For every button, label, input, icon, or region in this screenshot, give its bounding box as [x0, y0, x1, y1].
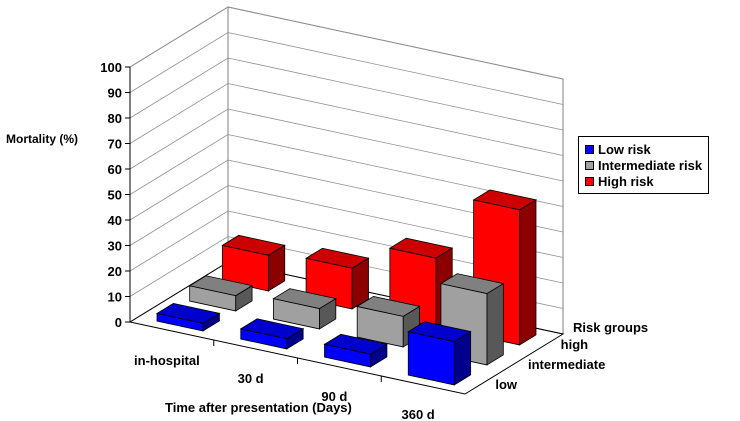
bar-top [305, 247, 370, 269]
legend-item: Intermediate risk [585, 157, 702, 173]
y-tick-label: 0 [115, 315, 122, 330]
gridline [129, 32, 564, 105]
depth-tick-label: intermediate [528, 357, 605, 372]
legend-swatch [585, 144, 594, 154]
x-axis-title: Time after presentation (Days) [165, 400, 352, 415]
legend-item: Low risk [585, 141, 702, 157]
x-tick-label: 30 d [238, 371, 264, 386]
y-tick-label: 100 [100, 60, 122, 75]
legend-label: High risk [598, 173, 654, 189]
bar-low-risk-0 [155, 302, 221, 332]
bar-low-risk-3 [407, 321, 472, 386]
bar-high-risk-0 [221, 234, 286, 292]
bar-top [272, 288, 337, 309]
y-tick-label: 30 [108, 239, 122, 254]
bar-top [188, 275, 254, 297]
legend-swatch [585, 160, 594, 170]
bar-top [388, 237, 454, 259]
bar-side [486, 282, 504, 366]
legend-swatch [585, 176, 594, 186]
gridline [129, 57, 564, 131]
y-tick-label: 40 [108, 213, 122, 228]
gridline [129, 6, 564, 80]
x-tick-label: 360 d [402, 407, 435, 421]
depth-axis-title: Risk groups [573, 320, 648, 335]
y-tick-label: 70 [108, 137, 122, 152]
bar-intermediate-risk-2 [356, 296, 421, 348]
bar-top [323, 333, 388, 355]
y-tick-label: 10 [108, 290, 122, 305]
bar-top [221, 234, 286, 256]
bar-top [439, 273, 505, 294]
legend-label: Intermediate risk [598, 157, 703, 173]
gridline [129, 83, 564, 156]
bar-top [239, 318, 305, 340]
y-tick-label: 20 [108, 264, 122, 279]
y-tick-label: 50 [108, 188, 122, 203]
bar-side [519, 199, 537, 346]
y-axis-title: Mortality (%) [6, 132, 78, 146]
y-tick-label: 80 [108, 111, 122, 126]
legend: Low risk Intermediate risk High risk [578, 136, 710, 194]
x-tick-label: 90 d [321, 389, 347, 404]
bar-intermediate-risk-1 [272, 288, 337, 330]
legend-label: Low risk [598, 141, 651, 157]
y-tick-label: 90 [108, 86, 122, 101]
depth-tick-label: high [561, 337, 588, 352]
depth-tick-label: low [495, 377, 518, 392]
gridline [129, 185, 564, 258]
bar-low-risk-1 [239, 318, 305, 350]
x-tick-label: in-hospital [134, 353, 200, 368]
legend-item: High risk [585, 173, 702, 189]
bar-intermediate-risk-0 [188, 275, 254, 312]
bar-top [407, 321, 472, 343]
bar-low-risk-2 [323, 333, 388, 368]
bar-top [155, 302, 221, 324]
gridline [129, 134, 564, 207]
y-tick-label: 60 [108, 162, 122, 177]
gridline [129, 159, 564, 233]
bar-top [472, 189, 538, 211]
bar-top [356, 296, 421, 317]
gridline [129, 108, 564, 182]
